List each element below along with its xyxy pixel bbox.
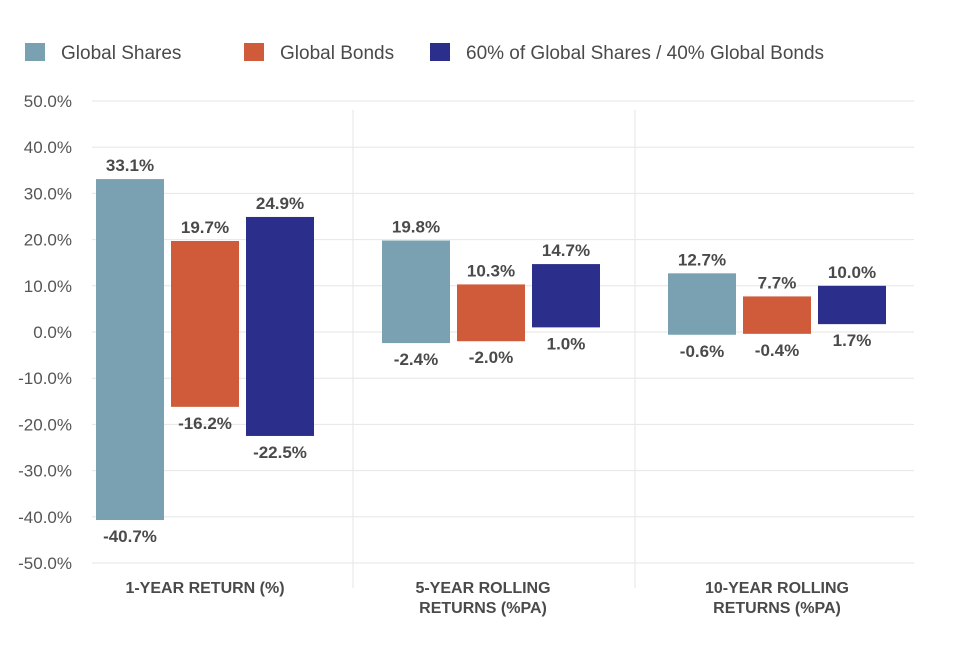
category-label: 10-YEAR ROLLING RETURNS (%PA) (705, 580, 849, 617)
y-tick-label: 0.0% (33, 323, 72, 342)
data-label-low: -22.5% (253, 443, 307, 462)
bar (818, 285, 886, 325)
bars (96, 179, 886, 521)
data-label-high: 12.7% (678, 250, 726, 269)
legend-swatch (430, 43, 450, 61)
bar (457, 284, 525, 342)
bar (171, 240, 239, 407)
bar (96, 179, 164, 521)
y-tick-label: 40.0% (24, 138, 72, 157)
data-label-low: 1.0% (547, 334, 586, 353)
bar (246, 216, 314, 436)
y-tick-label: -40.0% (18, 508, 72, 527)
data-label-low: -40.7% (103, 527, 157, 546)
legend-swatch (244, 43, 264, 61)
data-label-low: 1.7% (833, 331, 872, 350)
data-label-low: -2.0% (469, 348, 513, 367)
legend-label: 60% of Global Shares / 40% Global Bonds (466, 43, 824, 64)
bar (668, 273, 736, 335)
data-labels: 33.1% -40.7% 19.8% -2.4% 12.7% -0.6% 19.7% -16.… (103, 156, 876, 546)
y-tick-label: -50.0% (18, 554, 72, 573)
category-label: 5-YEAR ROLLING RETURNS (%PA) (415, 580, 550, 617)
data-label-low: -0.6% (680, 342, 724, 361)
data-label-high: 10.3% (467, 261, 515, 280)
data-label-low: -2.4% (394, 350, 438, 369)
group-separators (352, 110, 636, 588)
y-tick-label: -20.0% (18, 415, 72, 434)
y-axis: 50.0% 40.0% 30.0% 20.0% 10.0% 0.0% -10.0% -20.0… (18, 92, 72, 573)
legend-label: Global Bonds (280, 43, 394, 64)
data-label-high: 19.8% (392, 218, 440, 237)
y-tick-label: -10.0% (18, 369, 72, 388)
bar (743, 296, 811, 334)
category-label: 1-YEAR RETURN (%) (125, 580, 284, 597)
y-tick-label: 50.0% (24, 92, 72, 111)
data-label-high: 10.0% (828, 263, 876, 282)
bar (382, 240, 450, 344)
data-label-high: 33.1% (106, 156, 154, 175)
y-tick-label: 20.0% (24, 231, 72, 250)
y-tick-label: 10.0% (24, 277, 72, 296)
legend-label: Global Shares (61, 43, 181, 64)
data-label-high: 19.7% (181, 218, 229, 237)
legend: Global Shares Global Bonds 60% of Global S… (25, 43, 824, 64)
bar (532, 264, 600, 328)
data-label-high: 24.9% (256, 194, 304, 213)
legend-swatch (25, 43, 45, 61)
data-label-low: -0.4% (755, 341, 799, 360)
data-label-high: 7.7% (758, 273, 797, 292)
y-tick-label: -30.0% (18, 462, 72, 481)
x-axis-categories: 1-YEAR RETURN (%) 5-YEAR ROLLING RETURNS (… (125, 580, 849, 617)
data-label-high: 14.7% (542, 241, 590, 260)
y-tick-label: 30.0% (24, 184, 72, 203)
data-label-low: -16.2% (178, 414, 232, 433)
